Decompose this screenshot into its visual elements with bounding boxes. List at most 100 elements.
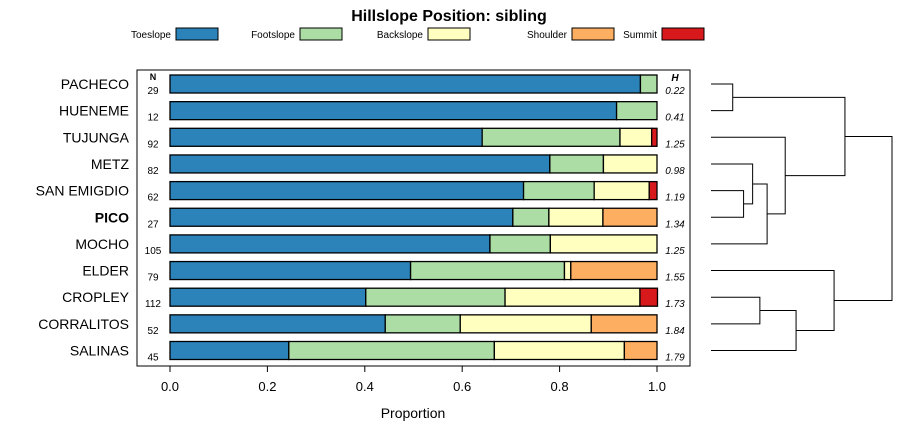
bar-segment-cropley-footslope <box>365 287 506 307</box>
legend-swatch-summit <box>661 27 705 41</box>
legend-swatch-shoulder <box>571 27 615 41</box>
x-axis-label: Proportion <box>381 405 446 421</box>
legend-label-summit: Summit <box>623 30 657 41</box>
x-tick-label-0-4: 0.4 <box>356 379 374 394</box>
chart-title: Hillslope Position: sibling <box>351 8 547 25</box>
h-label-san-emigdio: 1.19 <box>665 193 685 204</box>
bar-segment-tujunga-toeslope <box>169 127 483 147</box>
h-column-header: H <box>671 73 679 84</box>
bar-segment-corralitos-shoulder <box>590 314 658 334</box>
bar-segment-metz-footslope <box>549 154 605 174</box>
bar-segment-cropley-backslope <box>504 287 641 307</box>
bar-segment-cropley-toeslope <box>169 287 367 307</box>
bar-segment-mocho-toeslope <box>169 234 491 254</box>
h-label-pacheco: 0.22 <box>665 86 685 97</box>
x-tick-label-1-0: 1.0 <box>648 379 666 394</box>
h-label-mocho: 1.25 <box>665 246 685 257</box>
row-label-hueneme: HUENEME <box>59 103 129 119</box>
dendrogram-branch-2 <box>711 163 754 205</box>
n-label-tujunga: 92 <box>147 139 159 150</box>
dendrogram-branch-4 <box>711 136 786 215</box>
dendrogram-branch-8 <box>711 270 835 332</box>
bar-segment-pacheco-toeslope <box>169 74 642 94</box>
bar-segment-hueneme-toeslope <box>169 101 618 121</box>
x-tick-label-0-2: 0.2 <box>258 379 276 394</box>
h-label-metz: 0.98 <box>665 166 685 177</box>
bar-segment-elder-shoulder <box>570 260 658 281</box>
legend-label-footslope: Footslope <box>251 30 295 41</box>
h-labels: 0.22 0.41 1.25 0.98 1.19 1.34 1.25 1.55 1.73 1.84… <box>665 86 685 364</box>
row-label-pacheco: PACHECO <box>61 76 129 92</box>
bar-segment-metz-backslope <box>602 154 658 174</box>
legend-label-backslope: Backslope <box>377 30 424 41</box>
bar-segment-san-emigdio-toeslope <box>169 180 525 201</box>
row-label-metz: METZ <box>91 156 130 172</box>
dendrogram-branch-7 <box>711 310 797 351</box>
legend-swatch-backslope <box>427 27 471 41</box>
bar-segment-salinas-backslope <box>493 340 626 361</box>
bar-segment-san-emigdio-backslope <box>593 180 650 201</box>
bar-segment-elder-footslope <box>409 260 566 281</box>
n-label-mocho: 105 <box>145 246 162 257</box>
n-label-elder: 79 <box>147 273 159 284</box>
bar-segment-corralitos-backslope <box>459 314 592 334</box>
bar-segment-corralitos-toeslope <box>169 314 386 334</box>
n-label-cropley: 112 <box>145 299 161 310</box>
dendrogram-branch-3 <box>711 183 768 245</box>
row-label-elder: ELDER <box>82 263 129 279</box>
row-label-salinas: SALINAS <box>70 343 129 359</box>
x-tick-label-0-8: 0.8 <box>551 379 569 394</box>
row-label-pico: PICO <box>95 209 129 225</box>
h-label-hueneme: 0.41 <box>665 113 684 124</box>
bar-segment-hueneme-footslope <box>615 101 658 121</box>
bar-segment-corralitos-footslope <box>384 314 461 334</box>
n-labels: 29 12 92 82 62 27 105 79 112 52 45 <box>145 86 162 364</box>
h-label-elder: 1.55 <box>665 273 685 284</box>
bar-segment-san-emigdio-footslope <box>522 180 595 201</box>
n-label-corralitos: 52 <box>147 326 159 337</box>
h-label-pico: 1.34 <box>665 219 685 230</box>
row-label-tujunga: TUJUNGA <box>63 129 130 145</box>
row-label-san-emigdio: SAN EMIGDIO <box>36 183 129 199</box>
x-tick-label-0-6: 0.6 <box>453 379 471 394</box>
bar-segment-elder-toeslope <box>169 260 412 281</box>
bar-segment-cropley-summit <box>639 287 659 307</box>
n-label-salinas: 45 <box>147 353 159 364</box>
n-label-pacheco: 29 <box>147 86 159 97</box>
row-labels: PACHECO HUENEME TUJUNGA METZ SAN EMIGDIO PICO… <box>36 76 130 359</box>
h-label-tujunga: 1.25 <box>665 139 685 150</box>
bar-segment-salinas-toeslope <box>169 340 290 361</box>
legend-swatch-toeslope <box>175 27 219 41</box>
bar-segment-mocho-backslope <box>549 234 658 254</box>
bar-segment-tujunga-summit <box>650 127 658 147</box>
bar-segment-tujunga-backslope <box>619 127 653 147</box>
bar-segment-metz-toeslope <box>169 154 551 174</box>
dendrogram <box>711 83 893 351</box>
h-label-corralitos: 1.84 <box>665 326 685 337</box>
legend-swatch-footslope <box>299 27 343 41</box>
h-label-cropley: 1.73 <box>665 299 685 310</box>
x-tick-label-0-0: 0.0 <box>161 379 179 394</box>
bar-segment-pico-backslope <box>548 207 604 227</box>
dendrogram-branch-0 <box>711 83 734 112</box>
row-label-cropley: CROPLEY <box>62 289 130 305</box>
bar-segment-elder-backslope <box>563 260 572 281</box>
n-column-header: N <box>150 72 157 82</box>
bar-segment-san-emigdio-summit <box>648 180 658 201</box>
bar-segment-pacheco-footslope <box>639 74 658 94</box>
plot-frame <box>136 69 691 367</box>
legend: Toeslope Footslope Backslope Shoulder Summit <box>131 27 705 41</box>
n-label-san-emigdio: 62 <box>147 193 159 204</box>
bar-segment-pico-footslope <box>512 207 550 227</box>
bar-segment-salinas-footslope <box>288 340 495 361</box>
bar-segment-pico-toeslope <box>169 207 514 227</box>
dendrogram-branch-1 <box>711 190 745 218</box>
n-label-pico: 27 <box>147 219 159 230</box>
row-label-corralitos: CORRALITOS <box>38 316 129 332</box>
legend-label-toeslope: Toeslope <box>131 30 171 41</box>
dendrogram-branch-6 <box>711 296 761 325</box>
bar-segment-mocho-footslope <box>489 234 551 254</box>
h-label-salinas: 1.79 <box>665 353 685 364</box>
n-label-metz: 82 <box>147 166 159 177</box>
